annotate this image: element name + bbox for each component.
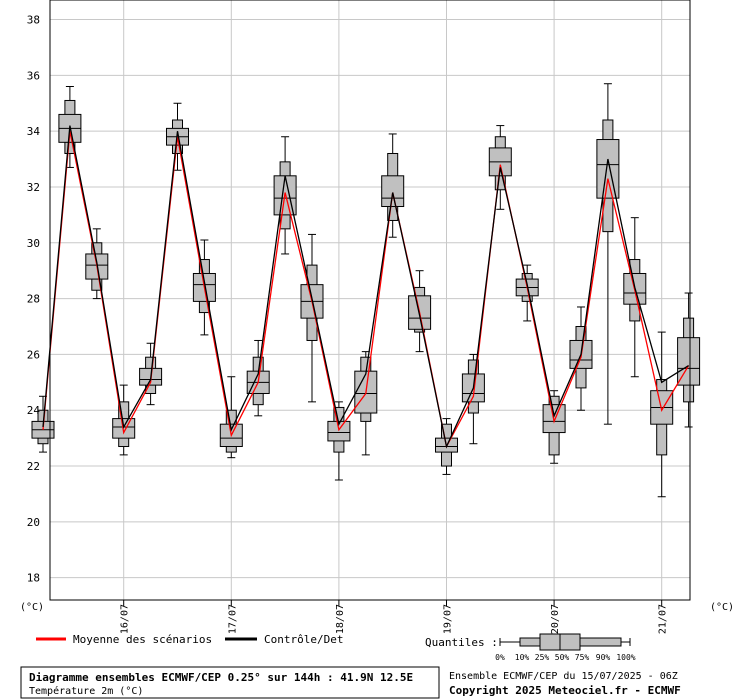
legend-mean-label: Moyenne des scénarios (73, 633, 212, 646)
quantile-tick: 25% (535, 653, 550, 662)
plot-layer (31, 83, 701, 498)
y-unit-left: (°C) (20, 602, 44, 613)
box-p25-p75 (677, 337, 701, 386)
x-tick-label: 19/07 (442, 604, 453, 634)
box-p25-p75 (596, 139, 620, 199)
quantile-tick: 90% (596, 653, 611, 662)
legend: Moyenne des scénarios Contrôle/Det Quant… (36, 633, 636, 662)
quantile-tick: 100% (616, 653, 635, 662)
title-box-frame (20, 666, 440, 699)
chart-subtitle: Température 2m (°C) (29, 685, 143, 697)
y-tick-label: 22 (27, 460, 40, 473)
y-tick-label: 32 (27, 181, 40, 194)
y-tick-label: 28 (27, 293, 40, 306)
quantile-tick: 50% (555, 653, 570, 662)
y-tick-label: 26 (27, 348, 40, 361)
control-line (42, 125, 689, 449)
x-tick-label: 21/07 (658, 604, 669, 634)
x-tick-label: 16/07 (120, 604, 131, 634)
ensemble-box (381, 133, 405, 238)
y-unit-right: (°C) (710, 602, 734, 613)
y-tick-label: 38 (27, 14, 40, 27)
quantile-tick: 0% (495, 653, 505, 662)
x-tick-label: 20/07 (550, 604, 561, 634)
grid-layer (50, 0, 690, 600)
axis-layer: 18 20 22 24 26 28 30 32 34 36 38 16/07 17/07 18/07 19/… (20, 14, 734, 635)
legend-control-label: Contrôle/Det (264, 633, 343, 646)
quantile-tick-labels: 0% 10% 25% 50% 75% 90% 100% (495, 653, 636, 662)
y-tick-label: 20 (27, 516, 40, 529)
chart-title: Diagramme ensembles ECMWF/CEP 0.25° sur … (29, 671, 413, 684)
y-tick-label: 36 (27, 69, 40, 82)
y-tick-label: 18 (27, 572, 40, 585)
ensemble-box (650, 331, 674, 498)
box-p25-p75 (381, 175, 405, 208)
ensemble-box (488, 125, 512, 210)
box-p25-p75 (112, 418, 136, 439)
plot-frame (49, 0, 691, 601)
title-box: Diagramme ensembles ECMWF/CEP 0.25° sur … (20, 666, 440, 699)
mean-line (42, 131, 690, 449)
quantile-tick: 10% (515, 653, 530, 662)
run-info: Ensemble ECMWF/CEP du 15/07/2025 - 06Z (449, 671, 678, 682)
x-tick-label: 17/07 (227, 604, 238, 634)
legend-quantiles-label: Quantiles : (425, 636, 498, 649)
x-tick-label: 18/07 (335, 604, 346, 634)
ensemble-box (677, 292, 701, 428)
y-tick-label: 24 (27, 404, 41, 417)
copyright: Copyright 2025 Meteociel.fr - ECMWF (449, 684, 681, 697)
y-tick-label: 34 (27, 125, 41, 138)
y-tick-label: 30 (27, 237, 40, 250)
quantile-key (499, 633, 631, 651)
quantile-tick: 75% (575, 653, 590, 662)
